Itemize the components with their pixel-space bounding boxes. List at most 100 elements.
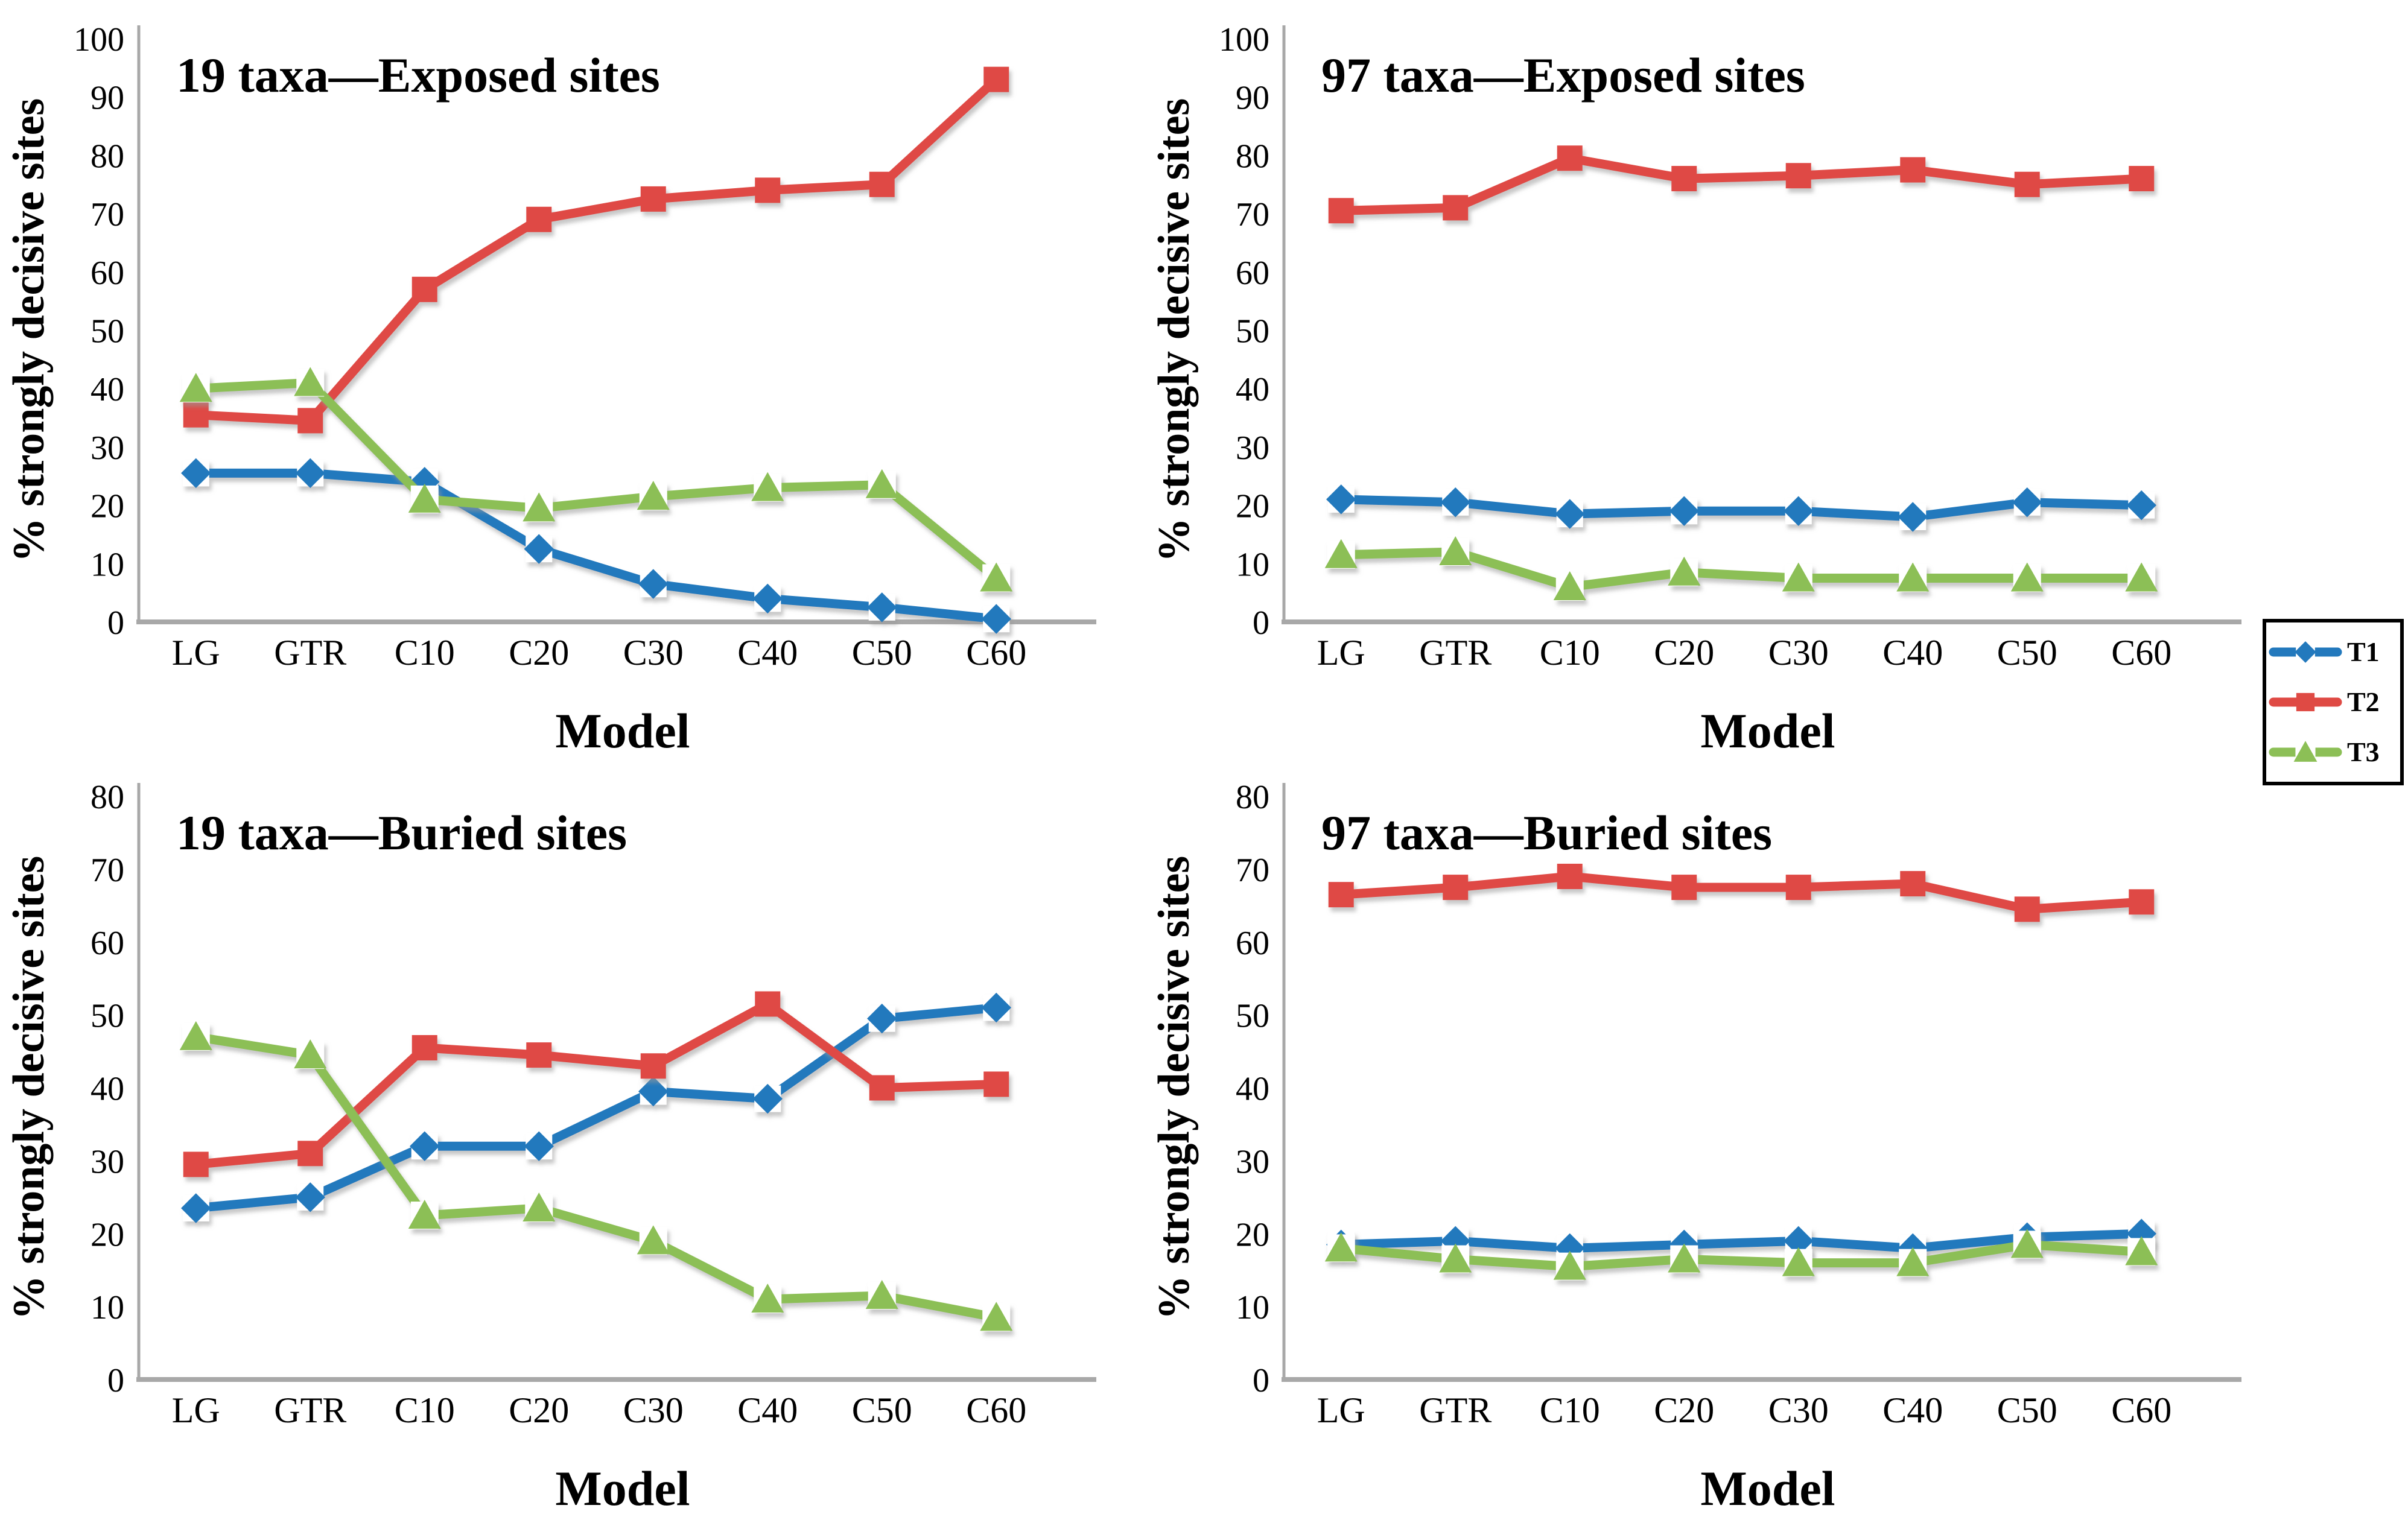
x-tick-label: C30 bbox=[1768, 1390, 1829, 1430]
series-T2-marker bbox=[1443, 875, 1469, 901]
series-T2-marker bbox=[983, 1071, 1009, 1097]
series-T2-marker bbox=[1557, 863, 1583, 889]
series-T3-marker bbox=[1324, 539, 1358, 568]
series-T3-marker bbox=[1553, 571, 1586, 600]
y-tick-label: 0 bbox=[1253, 1362, 1269, 1399]
series-T1-marker bbox=[1898, 502, 1928, 532]
series-T3-line bbox=[195, 1032, 997, 1322]
y-tick-label: 70 bbox=[91, 852, 124, 889]
series-T2-marker bbox=[755, 177, 781, 203]
series-T3-marker bbox=[1896, 1247, 1930, 1276]
x-tick-label: LG bbox=[1317, 1390, 1365, 1430]
t3-triangle-marker-icon bbox=[2269, 740, 2342, 762]
series-T3-marker bbox=[2125, 1236, 2158, 1265]
legend-marker-group bbox=[2293, 740, 2317, 762]
series-T3-marker bbox=[523, 492, 556, 522]
series-T2-marker bbox=[183, 402, 209, 428]
series-T1-marker bbox=[181, 458, 211, 489]
y-tick-label: 40 bbox=[91, 371, 124, 408]
series-T3-marker bbox=[1668, 1243, 1701, 1273]
series-T3-marker bbox=[1439, 1243, 1472, 1273]
series-T1-marker bbox=[524, 534, 554, 564]
series-T2-marker bbox=[2014, 171, 2040, 197]
x-tick-label: C60 bbox=[2111, 633, 2171, 673]
y-tick-label: 20 bbox=[91, 1216, 124, 1253]
y-tick-label: 70 bbox=[1236, 852, 1269, 889]
series-T2-marker bbox=[1671, 166, 1697, 192]
panel-title: 19 taxa—Buried sites bbox=[176, 805, 627, 860]
series-T1-marker bbox=[1440, 487, 1470, 518]
series-T3-marker bbox=[2010, 562, 2044, 592]
series-T2-line bbox=[1341, 153, 2142, 215]
legend-T3-marker bbox=[2293, 740, 2317, 762]
series-T1-marker bbox=[2012, 487, 2042, 518]
chart-19-taxa-exposed: 0 10 20 30 40 50 60 70 80 90 100 LG GTR C10 C20 C30 C40 C… bbox=[4, 21, 1096, 758]
y-tick-label: 0 bbox=[1253, 604, 1269, 642]
y-tick-label: 40 bbox=[1236, 371, 1269, 408]
x-tick-label: C50 bbox=[1997, 633, 2057, 673]
y-tick-label: 40 bbox=[1236, 1071, 1269, 1108]
legend-marker-group bbox=[2296, 692, 2315, 712]
t1-diamond-marker-icon bbox=[2269, 641, 2342, 664]
y-tick-label: 60 bbox=[1236, 925, 1269, 962]
chart-panel-19-taxa-exposed: 0 10 20 30 40 50 60 70 80 90 100 LG GTR C10 C20 C30 C40 C… bbox=[1, 1, 1136, 758]
series-T2-marker bbox=[869, 1075, 895, 1101]
series-T1-line bbox=[1341, 1229, 2142, 1253]
series-T2-marker bbox=[869, 171, 895, 197]
series-T1 bbox=[1326, 484, 2156, 532]
series-T3-marker bbox=[294, 1039, 327, 1069]
series-T3-marker bbox=[408, 483, 441, 513]
x-tick-label: LG bbox=[172, 1390, 220, 1430]
x-tick-label: C10 bbox=[1540, 633, 1600, 673]
y-tick-label: 0 bbox=[107, 1362, 124, 1399]
series-T2-marker bbox=[2014, 896, 2040, 922]
x-tick-label: C60 bbox=[966, 1390, 1026, 1430]
series-T2-marker bbox=[1785, 163, 1811, 189]
x-tick-label: C10 bbox=[395, 633, 455, 673]
legend-box: T1 T2 T3 bbox=[2263, 619, 2404, 785]
chart-97-taxa-exposed: 0 10 20 30 40 50 60 70 80 90 100 LG GTR C10 C20 C30 C40 C… bbox=[1149, 21, 2241, 758]
y-tick-label: 90 bbox=[91, 80, 124, 117]
y-tick-label: 30 bbox=[91, 1143, 124, 1180]
x-tick-label: C30 bbox=[623, 1390, 684, 1430]
series-T3-marker bbox=[2010, 1229, 2044, 1258]
series-T2-marker bbox=[2129, 889, 2155, 915]
series-T2-marker bbox=[640, 1053, 666, 1079]
series-T1-marker bbox=[1555, 499, 1585, 529]
legend-item-t3: T3 bbox=[2269, 738, 2397, 766]
series-T1-marker bbox=[524, 1131, 554, 1161]
y-tick-label: 50 bbox=[91, 998, 124, 1035]
series-T1-line bbox=[1341, 495, 2142, 522]
chart-panel-97-taxa-exposed: 0 10 20 30 40 50 60 70 80 90 100 LG GTR C10 C20 C30 C40 C… bbox=[1146, 1, 2281, 758]
x-tick-label: GTR bbox=[1419, 633, 1491, 673]
series-T2-marker bbox=[526, 1042, 552, 1068]
y-tick-label: 30 bbox=[1236, 1143, 1269, 1180]
series-T3-marker bbox=[523, 1192, 556, 1221]
series-T3-line bbox=[1341, 1240, 2142, 1272]
series-T3-marker bbox=[1782, 562, 1815, 592]
series-T3-line bbox=[1341, 547, 2142, 592]
series-T3-marker bbox=[179, 1021, 212, 1050]
series-T1-marker bbox=[410, 1131, 440, 1161]
panel-title: 97 taxa—Buried sites bbox=[1321, 805, 1772, 860]
series-T3-marker bbox=[865, 469, 898, 498]
series-T2-marker bbox=[1328, 198, 1354, 224]
x-tick-label: C30 bbox=[623, 633, 684, 673]
legend-label-t2: T2 bbox=[2347, 686, 2380, 717]
series-T1-marker bbox=[867, 592, 897, 622]
series-T1-line bbox=[195, 1003, 997, 1213]
y-tick-label: 40 bbox=[91, 1071, 124, 1108]
series-T2-marker bbox=[1328, 882, 1354, 908]
series-T1 bbox=[181, 458, 1011, 634]
y-tick-label: 100 bbox=[74, 21, 124, 59]
series-T2-marker bbox=[1900, 871, 1926, 897]
y-tick-label: 50 bbox=[1236, 998, 1269, 1035]
x-tick-label: C50 bbox=[852, 1390, 912, 1430]
series-T1-marker bbox=[295, 1182, 325, 1212]
series-T2-marker bbox=[297, 408, 323, 434]
x-tick-label: C10 bbox=[395, 1390, 455, 1430]
t2-square-marker-icon bbox=[2269, 692, 2342, 712]
chart-panel-19-taxa-buried: 0 10 20 30 40 50 60 70 80 LG GTR C10 C20 C30 C40 C50 C60… bbox=[1, 759, 1136, 1514]
x-tick-label: C10 bbox=[1540, 1390, 1600, 1430]
chart-19-taxa-buried: 0 10 20 30 40 50 60 70 80 LG GTR C10 C20 C30 C40 C50 C60… bbox=[4, 779, 1096, 1514]
